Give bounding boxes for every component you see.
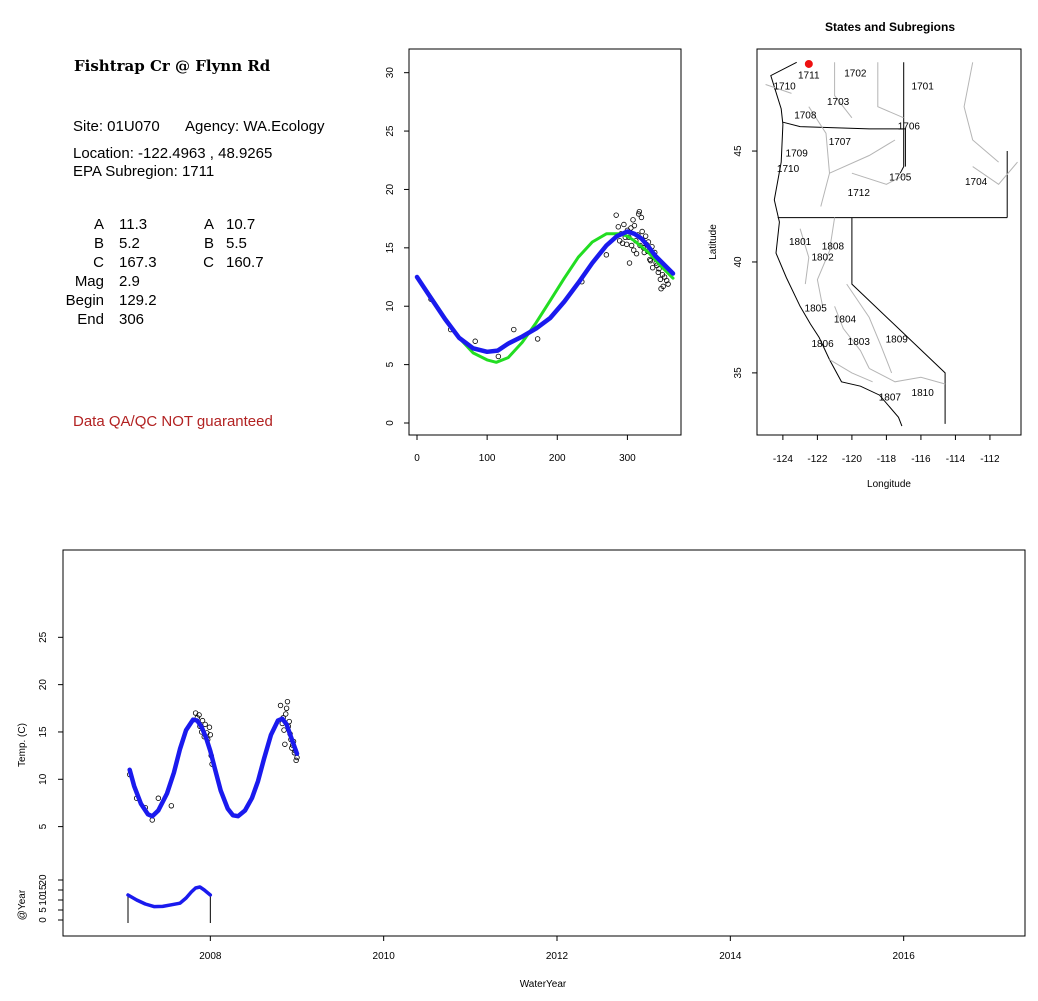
param-label: C: [93, 254, 104, 271]
data-point: [660, 283, 666, 290]
param-label: Begin: [65, 292, 104, 309]
param-label-2: B: [203, 235, 214, 252]
param-value: 11.3: [119, 216, 148, 233]
y-tick-label: 5: [385, 361, 396, 367]
y-tick-label: 0: [385, 420, 396, 426]
data-point: [626, 260, 633, 266]
data-point: [603, 252, 610, 258]
data-point: [631, 247, 637, 253]
chart-marks: [414, 208, 676, 364]
data-point: [613, 212, 619, 218]
data-point: [635, 211, 642, 217]
epa-subregion: EPA Subregion: 1711: [73, 163, 215, 180]
data-point: [638, 214, 645, 221]
param-value-2: 5.5: [226, 235, 247, 252]
data-point: [621, 221, 627, 228]
data-point: [511, 326, 517, 333]
data-point: [631, 222, 638, 229]
plot-frame: [408, 48, 682, 436]
site-title: Fishtrap Cr @ Flynn Rd: [74, 57, 271, 75]
y-tick-label: 25: [385, 125, 396, 137]
param-label-2: A: [203, 216, 214, 233]
data-point: [636, 208, 643, 215]
data-point: [534, 336, 541, 342]
y-tick-label: 30: [385, 67, 396, 79]
data-point: [663, 277, 670, 284]
param-value: 167.3: [119, 254, 157, 271]
param-label: End: [77, 311, 104, 328]
data-point: [472, 338, 478, 344]
x-tick-label: 200: [549, 453, 566, 464]
x-tick-label: 100: [479, 453, 496, 464]
param-value: 129.2: [119, 292, 157, 309]
param-value: 306: [119, 311, 145, 328]
x-tick-label: 0: [414, 453, 420, 464]
data-point: [647, 256, 653, 263]
data-point: [624, 241, 630, 248]
data-point: [642, 233, 649, 239]
data-point: [649, 264, 656, 271]
qa-note: Data QA/QC NOT guaranteed: [73, 413, 273, 430]
data-point: [633, 250, 640, 257]
param-label: Mag: [74, 273, 104, 290]
data-point: [628, 242, 635, 249]
param-value: 5.2: [119, 235, 140, 252]
data-point: [657, 276, 664, 283]
y-tick-label: 20: [385, 183, 396, 195]
agency: Agency: WA.Ecology: [185, 118, 325, 135]
smooth-fit-line: [414, 229, 676, 355]
data-point: [656, 266, 662, 272]
chart-axes: 0 100 200 300 0 5 10 15 20 25 30: [385, 67, 636, 464]
y-tick-label: 10: [385, 300, 396, 312]
location: Location: -122.4963 , 48.9265: [73, 145, 273, 162]
data-point: [639, 228, 645, 235]
param-value-2: 10.7: [226, 216, 256, 233]
param-value-2: 160.7: [226, 254, 264, 271]
data-point: [647, 257, 654, 264]
y-tick-label: 15: [385, 242, 396, 254]
data-point: [665, 281, 671, 287]
param-label-2: C: [203, 254, 214, 271]
x-tick-label: 300: [619, 453, 636, 464]
data-point: [655, 269, 661, 276]
data-point: [615, 224, 621, 230]
data-point: [630, 217, 636, 223]
data-point: [495, 353, 502, 360]
site-id: Site: 01U070: [73, 118, 160, 135]
param-label: A: [93, 216, 104, 233]
param-label: B: [93, 235, 104, 252]
param-value: 2.9: [119, 273, 140, 290]
